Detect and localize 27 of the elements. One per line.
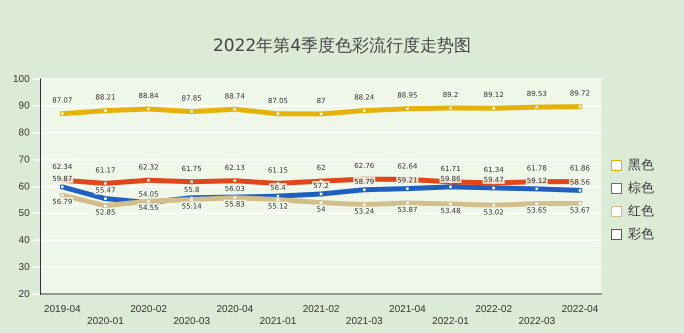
x-tick-label: 2020-01 [87, 316, 124, 327]
legend-label: 彩色 [628, 226, 654, 242]
y-tick-label: 70 [18, 154, 30, 166]
x-tick-label: 2020-03 [173, 316, 210, 327]
legend-label: 棕色 [628, 180, 654, 196]
y-tick-label: 20 [18, 288, 30, 300]
legend-label: 黑色 [628, 157, 654, 172]
x-tick-label: 2021-04 [389, 304, 426, 315]
chart-title: 2022年第4季度色彩流行度走势图 [212, 35, 472, 57]
y-tick-label: 40 [18, 235, 30, 246]
x-tick-label: 2021-01 [260, 316, 297, 327]
x-tick-label: 2020-04 [216, 304, 254, 315]
x-tick-label: 2021-02 [302, 304, 340, 315]
x-tick-label: 2022-04 [562, 304, 599, 315]
x-tick-label: 2021-03 [346, 316, 384, 327]
y-tick-label: 30 [18, 262, 30, 273]
y-tick-label: 90 [18, 100, 30, 112]
x-tick-label: 2022-03 [518, 316, 556, 327]
y-tick-label: 80 [18, 128, 30, 138]
y-tick-label: 50 [18, 208, 30, 220]
legend-label: 红色 [628, 203, 654, 218]
y-tick-label: 60 [18, 181, 30, 192]
x-tick-label: 2022-02 [475, 304, 512, 315]
x-tick-label: 2020-02 [130, 304, 168, 315]
x-tick-label: 2019-04 [44, 304, 82, 315]
x-tick-label: 2022-01 [432, 316, 470, 327]
y-tick-label: 100 [12, 74, 30, 85]
